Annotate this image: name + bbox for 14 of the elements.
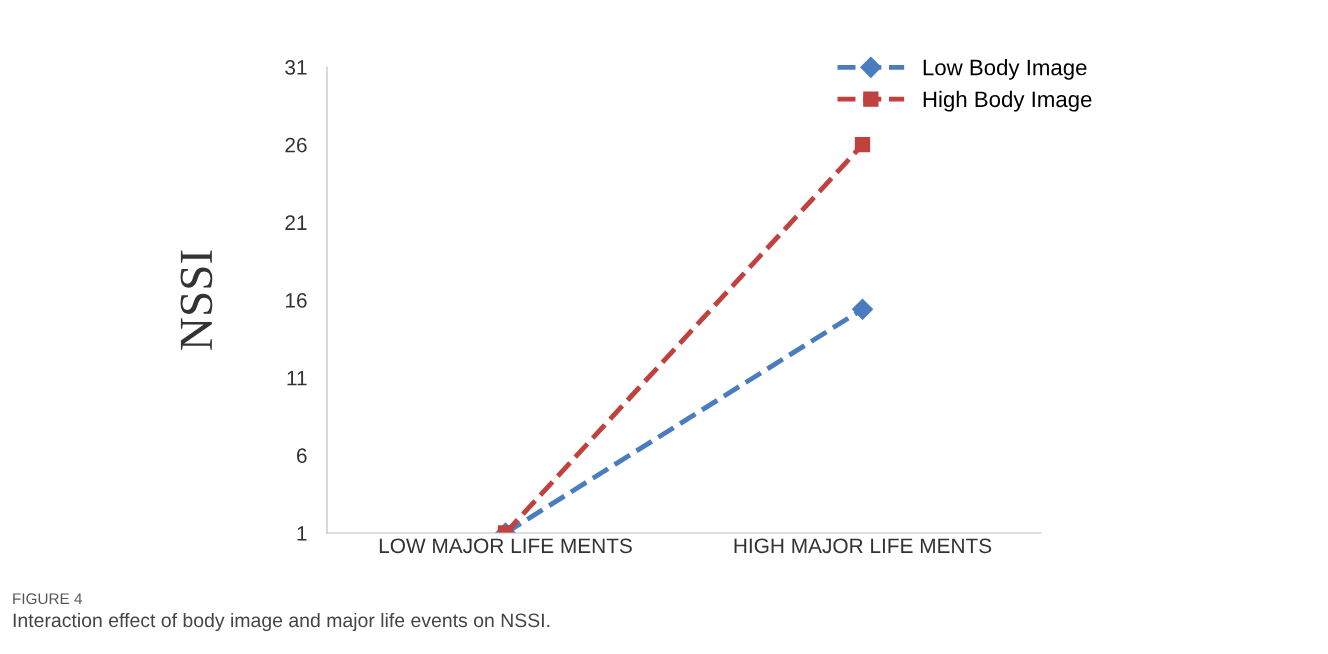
y-tick-label: 1 [297, 526, 307, 541]
caption: FIGURE 4 [13, 593, 83, 605]
y-axis-title: NSSI [180, 250, 213, 350]
x-tick-label: HIGH MAJOR LIFE MENTS [734, 538, 992, 554]
y-tick-label: 31 [285, 60, 307, 75]
legend-label: High Body Image [923, 90, 1092, 112]
y-tick-label: 16 [285, 293, 307, 308]
y-tick-label: 11 [287, 370, 307, 386]
text: Interaction effect of body image and major life events on NSSI. [13, 612, 550, 632]
x-tick-label: LOW MAJOR LIFE MENTS [379, 538, 632, 554]
y-tick-label: 21 [285, 215, 307, 230]
legend-label: Low Body Image [923, 59, 1087, 80]
y-tick-label: 26 [285, 137, 307, 153]
y-tick-label: 6 [297, 448, 307, 464]
